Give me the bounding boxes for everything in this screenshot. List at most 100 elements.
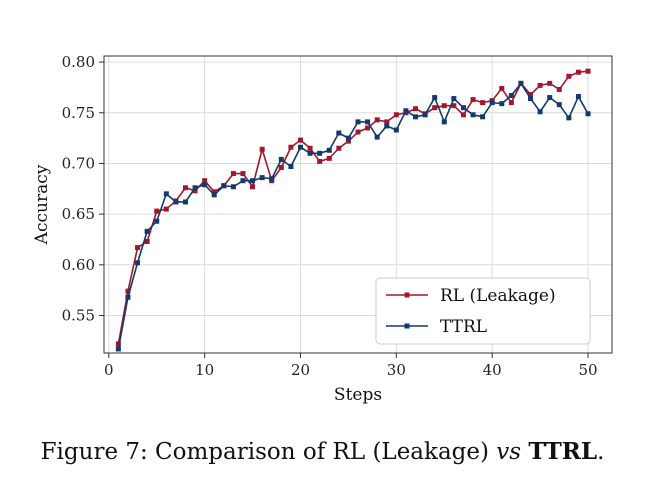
data-point — [336, 130, 342, 136]
data-point — [115, 341, 121, 347]
x-tick-label: 10 — [195, 361, 214, 379]
y-axis-title: Accuracy — [32, 164, 52, 245]
data-point — [413, 106, 419, 112]
data-point — [211, 189, 217, 195]
series-layer — [115, 68, 591, 352]
legend: RL (Leakage) TTRL — [375, 277, 591, 345]
data-point — [384, 123, 390, 129]
data-point — [259, 146, 265, 152]
data-point — [403, 108, 409, 114]
y-tick-label: 0.70 — [62, 154, 95, 172]
y-tick-label: 0.80 — [62, 53, 95, 71]
legend-marker-ttrl — [404, 323, 410, 329]
data-point — [460, 112, 466, 118]
legend-item-rl-leakage: RL (Leakage) — [386, 286, 556, 306]
data-point — [192, 188, 198, 194]
data-point — [528, 96, 534, 102]
data-point — [125, 294, 131, 300]
data-point — [307, 145, 313, 151]
legend-label-ttrl: TTRL — [440, 317, 487, 337]
legend-box — [375, 277, 591, 345]
data-point — [211, 192, 217, 198]
data-point — [278, 156, 284, 162]
data-point — [585, 68, 591, 74]
data-point — [355, 119, 361, 125]
data-point — [566, 115, 572, 121]
data-point — [537, 82, 543, 88]
x-tick-label: 50 — [578, 361, 597, 379]
data-point — [345, 135, 351, 141]
legend-label-rl-leakage: RL (Leakage) — [440, 286, 556, 306]
data-point — [365, 125, 371, 131]
data-point — [144, 238, 150, 244]
x-tick-label: 40 — [483, 361, 502, 379]
data-point — [566, 73, 572, 79]
data-point — [192, 185, 198, 191]
series-ttrl — [115, 80, 591, 352]
data-point — [163, 191, 169, 197]
y-tick-label: 0.60 — [62, 256, 95, 274]
data-point — [250, 184, 256, 190]
x-tick-label: 20 — [291, 361, 310, 379]
data-point — [480, 114, 486, 120]
data-point — [135, 245, 141, 251]
data-point — [154, 218, 160, 224]
data-point — [489, 100, 495, 106]
data-point — [182, 199, 188, 205]
data-point — [575, 69, 581, 75]
data-point — [345, 138, 351, 144]
data-point — [326, 147, 332, 153]
data-point — [297, 144, 303, 150]
x-tick-label: 30 — [387, 361, 406, 379]
caption-bold: TTRL — [528, 438, 598, 465]
data-point — [269, 176, 275, 182]
data-point — [393, 127, 399, 133]
data-point — [422, 112, 428, 118]
data-point — [365, 119, 371, 125]
caption-suffix: . — [597, 439, 605, 465]
data-point — [441, 103, 447, 109]
data-point — [221, 183, 227, 189]
data-point — [317, 150, 323, 156]
data-point — [230, 184, 236, 190]
data-point — [499, 101, 505, 107]
data-point — [547, 95, 553, 101]
data-point — [230, 171, 236, 177]
data-point — [585, 111, 591, 117]
data-point — [470, 112, 476, 118]
y-tick-label: 0.55 — [62, 306, 95, 324]
chart: 0 10 20 30 40 50 0.55 0.60 0.65 0.70 0.75 0.80 Step… — [32, 53, 613, 405]
data-point — [259, 175, 265, 181]
data-point — [307, 150, 313, 156]
data-point — [115, 346, 121, 352]
data-point — [556, 86, 562, 92]
x-tick-label: 0 — [104, 361, 114, 379]
data-point — [182, 185, 188, 191]
data-point — [508, 100, 514, 106]
data-point — [202, 182, 208, 188]
data-point — [240, 178, 246, 184]
figure-caption: Figure 7: Comparison of RL (Leakage) vs … — [0, 438, 645, 465]
y-tick-label: 0.75 — [62, 104, 95, 122]
data-point — [202, 178, 208, 184]
data-point — [317, 158, 323, 164]
data-point — [288, 144, 294, 150]
data-point — [250, 178, 256, 184]
plot-frame — [103, 55, 613, 354]
data-point — [125, 288, 131, 294]
data-point — [336, 145, 342, 151]
data-point — [384, 119, 390, 125]
data-point — [537, 109, 543, 115]
data-point — [441, 119, 447, 125]
data-point — [297, 137, 303, 143]
data-point — [288, 163, 294, 169]
data-point — [547, 80, 553, 86]
legend-item-ttrl: TTRL — [386, 317, 487, 337]
data-point — [556, 102, 562, 108]
data-point — [154, 208, 160, 214]
data-point — [518, 80, 524, 86]
data-point — [480, 100, 486, 106]
data-point — [144, 228, 150, 234]
data-point — [355, 129, 361, 135]
data-point — [163, 206, 169, 212]
